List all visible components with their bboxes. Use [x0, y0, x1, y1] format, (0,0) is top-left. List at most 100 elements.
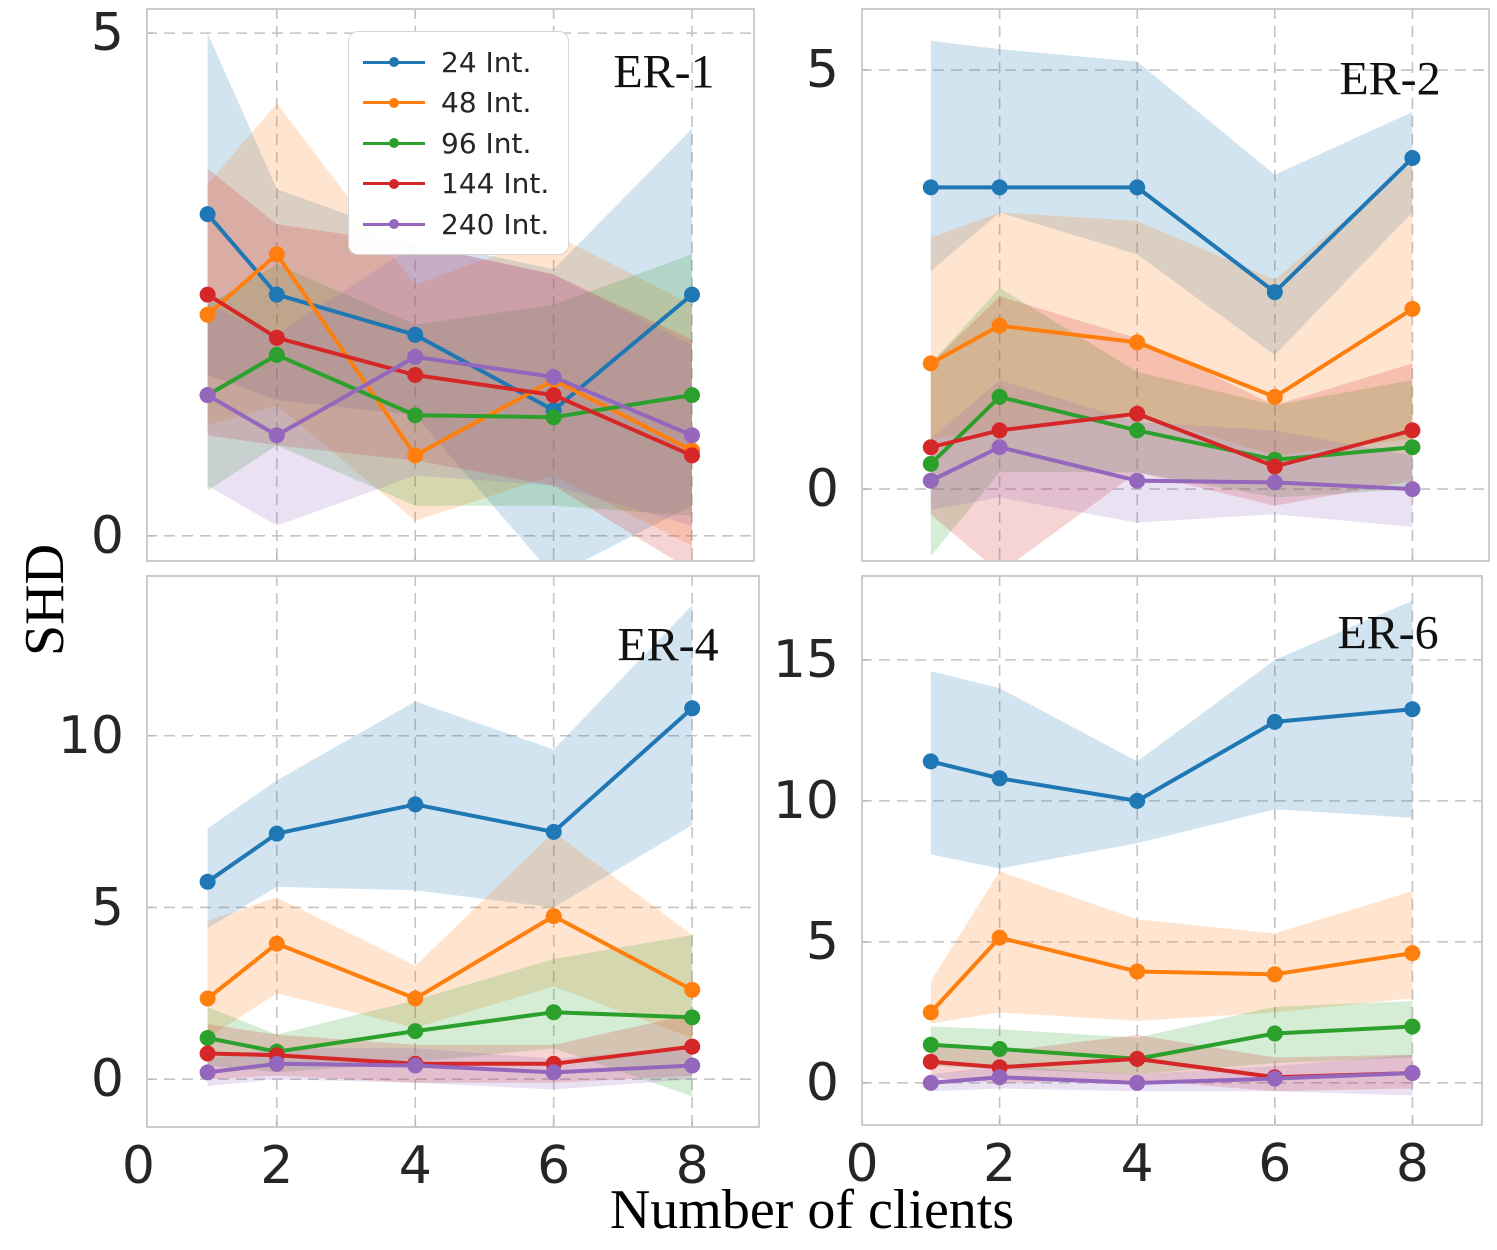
y-tick-label-er-2-5: 5 — [805, 40, 839, 100]
plot-title-er-6: ER-6 — [1337, 606, 1439, 660]
axes-frame — [861, 8, 1490, 562]
legend-marker-dot-144-int — [389, 178, 399, 189]
subplot-er-1: ER-1 0 5 24 Int. 48 Int. 96 Int. 144 Int. 240 I… — [91, 7, 755, 562]
marker-24-int-x1 — [922, 179, 939, 196]
marker-96-int-x2 — [268, 346, 285, 363]
band-240-int — [207, 244, 692, 526]
marker-96-int-x2 — [991, 1041, 1008, 1057]
marker-144-int-x1 — [199, 1045, 216, 1062]
x-tick-label-er-4-2: 2 — [260, 1136, 294, 1196]
marker-96-int-x1 — [199, 1030, 216, 1046]
marker-240-int-x2 — [991, 1069, 1008, 1086]
band-144-int — [930, 296, 1413, 562]
legend-label: 96 Int. — [441, 126, 532, 160]
y-tick-label-er-4-10: 10 — [57, 705, 124, 766]
marker-96-int-x6 — [545, 1004, 562, 1021]
marker-96-int-x8 — [684, 387, 700, 404]
plot-area-er-2 — [861, 8, 1490, 562]
axes-frame — [146, 8, 755, 562]
legend: 24 Int. 48 Int. 96 Int. 144 Int. 240 Int. — [348, 31, 569, 255]
marker-96-int-x2 — [991, 388, 1008, 405]
band-240-int — [930, 380, 1413, 527]
band-24-int — [207, 605, 693, 929]
marker-240-int-x1 — [922, 1074, 939, 1091]
plot-area-er-6 — [861, 575, 1483, 1126]
marker-24-int-x8 — [1404, 150, 1421, 166]
y-tick-label-er-1-0: 0 — [90, 505, 124, 566]
marker-240-int-x4 — [407, 348, 424, 365]
marker-240-int-x6 — [1266, 474, 1283, 491]
marker-96-int-x4 — [407, 407, 424, 424]
band-24-int — [207, 33, 692, 562]
marker-24-int-x1 — [922, 753, 939, 770]
marker-24-int-x6 — [1266, 713, 1283, 730]
legend-entry-24-int: 24 Int. — [363, 46, 554, 79]
marker-144-int-x1 — [922, 439, 939, 456]
x-tick-label-er-6-0: 0 — [845, 1134, 879, 1194]
marker-24-int-x4 — [1129, 792, 1146, 809]
legend-entry-144-int: 144 Int. — [363, 167, 554, 200]
marker-48-int-x4 — [407, 447, 424, 464]
marker-240-int-x2 — [268, 427, 285, 444]
band-96-int — [930, 287, 1413, 557]
marker-144-int-x4 — [407, 367, 424, 383]
plot-title-er-2: ER-2 — [1339, 52, 1441, 106]
marker-240-int-x2 — [268, 1055, 285, 1072]
y-tick-label-er-6-0: 0 — [805, 1052, 839, 1113]
marker-24-int-x6 — [1266, 284, 1283, 301]
legend-line-sample-144-int — [363, 178, 425, 189]
marker-96-int-x4 — [407, 1023, 424, 1040]
y-tick-label-er-4-0: 0 — [90, 1049, 124, 1110]
marker-96-int-x1 — [922, 1036, 939, 1053]
marker-24-int-x4 — [407, 796, 424, 813]
y-tick-label-er-6-5: 5 — [805, 911, 839, 972]
marker-24-int-x4 — [407, 326, 424, 343]
marker-96-int-x8 — [1404, 439, 1421, 456]
marker-24-int-x8 — [684, 286, 700, 303]
plot-area-er-4 — [146, 575, 760, 1128]
legend-label: 144 Int. — [441, 167, 550, 200]
x-tick-label-er-6-4: 4 — [1120, 1134, 1154, 1194]
legend-marker-dot-24-int — [389, 57, 399, 67]
marker-144-int-x8 — [684, 1038, 701, 1055]
x-tick-label-er-4-6: 6 — [537, 1136, 571, 1196]
legend-label: 24 Int. — [441, 45, 532, 79]
band-48-int — [207, 103, 692, 546]
marker-144-int-x2 — [991, 422, 1008, 439]
marker-96-int-x1 — [922, 455, 939, 472]
marker-24-int-x2 — [991, 770, 1008, 787]
marker-24-int-x6 — [545, 823, 562, 840]
x-tick-label-er-6-6: 6 — [1258, 1134, 1292, 1194]
marker-48-int-x8 — [684, 981, 701, 998]
legend-entry-96-int: 96 Int. — [363, 127, 554, 160]
plot-title-er-1: ER-1 — [613, 45, 715, 99]
marker-144-int-x6 — [1266, 458, 1283, 475]
marker-240-int-x8 — [684, 1057, 701, 1074]
marker-24-int-x1 — [199, 873, 216, 890]
band-144-int — [207, 168, 692, 562]
marker-48-int-x8 — [1404, 300, 1421, 317]
marker-96-int-x8 — [1404, 1018, 1421, 1035]
legend-line-sample-24-int — [363, 57, 425, 67]
x-tick-label-er-6-2: 2 — [983, 1134, 1017, 1194]
band-96-int — [207, 254, 692, 516]
plot-title-er-4: ER-4 — [617, 618, 719, 672]
y-tick-label-er-1-5: 5 — [90, 3, 124, 64]
legend-line-sample-240-int — [363, 219, 425, 229]
marker-48-int-x6 — [1266, 966, 1283, 983]
marker-240-int-x1 — [199, 1064, 216, 1081]
marker-144-int-x1 — [199, 286, 216, 303]
legend-entry-48-int: 48 Int. — [363, 86, 554, 119]
subplot-er-2: ER-2 0 5 — [806, 8, 1490, 562]
marker-240-int-x8 — [684, 427, 700, 444]
x-axis-label: Number of clients — [609, 1179, 1015, 1241]
marker-48-int-x4 — [1129, 334, 1146, 351]
axes-frame — [861, 575, 1483, 1126]
marker-240-int-x8 — [1404, 481, 1421, 498]
legend-marker-dot-240-int — [389, 219, 399, 229]
y-axis-label: SHD — [14, 543, 76, 657]
marker-96-int-x8 — [684, 1009, 701, 1026]
band-24-int — [930, 600, 1413, 869]
y-tick-label-er-4-5: 5 — [90, 877, 124, 938]
